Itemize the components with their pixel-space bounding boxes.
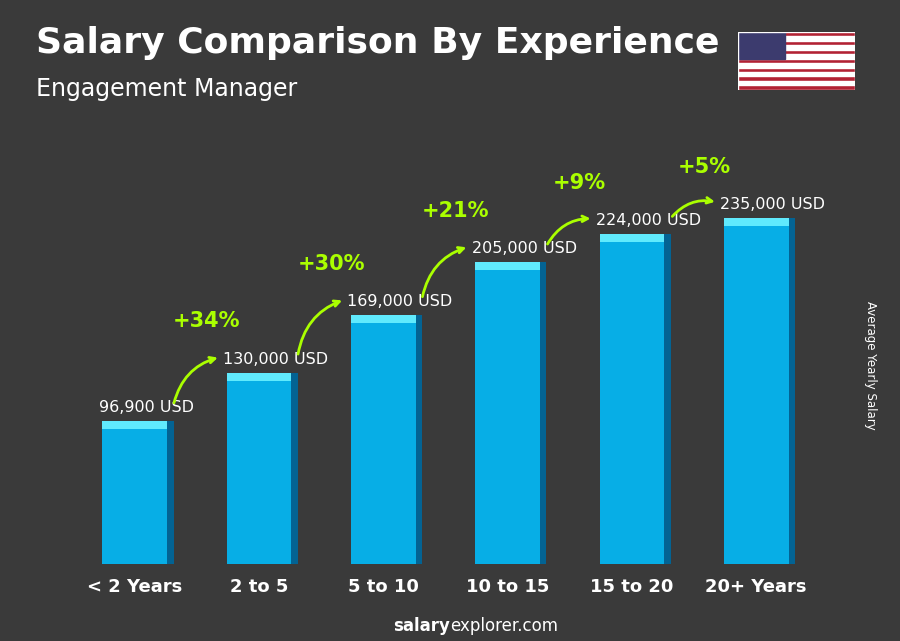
Bar	[103, 421, 167, 429]
Bar	[351, 315, 416, 323]
Bar	[167, 421, 174, 564]
Text: +30%: +30%	[297, 254, 364, 274]
Bar	[724, 218, 788, 564]
Text: 130,000 USD: 130,000 USD	[223, 352, 328, 367]
Bar	[738, 46, 855, 50]
Bar	[227, 372, 292, 381]
Text: Average Yearly Salary: Average Yearly Salary	[864, 301, 878, 429]
Bar	[599, 235, 664, 564]
Text: Salary Comparison By Experience: Salary Comparison By Experience	[36, 26, 719, 60]
Text: 96,900 USD: 96,900 USD	[99, 401, 194, 415]
Bar	[738, 54, 855, 59]
Bar	[738, 32, 785, 59]
Bar	[738, 72, 855, 76]
Bar	[738, 37, 855, 41]
Text: +9%: +9%	[554, 172, 607, 193]
Bar	[599, 235, 664, 242]
Bar	[475, 262, 540, 271]
Text: +34%: +34%	[173, 311, 240, 331]
Bar	[416, 315, 422, 564]
Bar	[103, 421, 167, 564]
Text: 169,000 USD: 169,000 USD	[347, 294, 453, 310]
Text: 224,000 USD: 224,000 USD	[596, 213, 701, 228]
Text: 235,000 USD: 235,000 USD	[720, 197, 825, 212]
Bar	[788, 218, 795, 564]
Bar	[351, 315, 416, 564]
Bar	[475, 262, 540, 564]
Bar	[738, 63, 855, 67]
Text: Engagement Manager: Engagement Manager	[36, 77, 297, 101]
Text: explorer.com: explorer.com	[450, 617, 558, 635]
Bar	[292, 372, 298, 564]
Bar	[664, 235, 670, 564]
Text: +5%: +5%	[678, 156, 731, 176]
Text: +21%: +21%	[422, 201, 490, 221]
Bar	[227, 372, 292, 564]
Bar	[540, 262, 546, 564]
Bar	[738, 81, 855, 85]
Text: salary: salary	[393, 617, 450, 635]
Text: 205,000 USD: 205,000 USD	[472, 242, 577, 256]
Bar	[724, 218, 788, 226]
